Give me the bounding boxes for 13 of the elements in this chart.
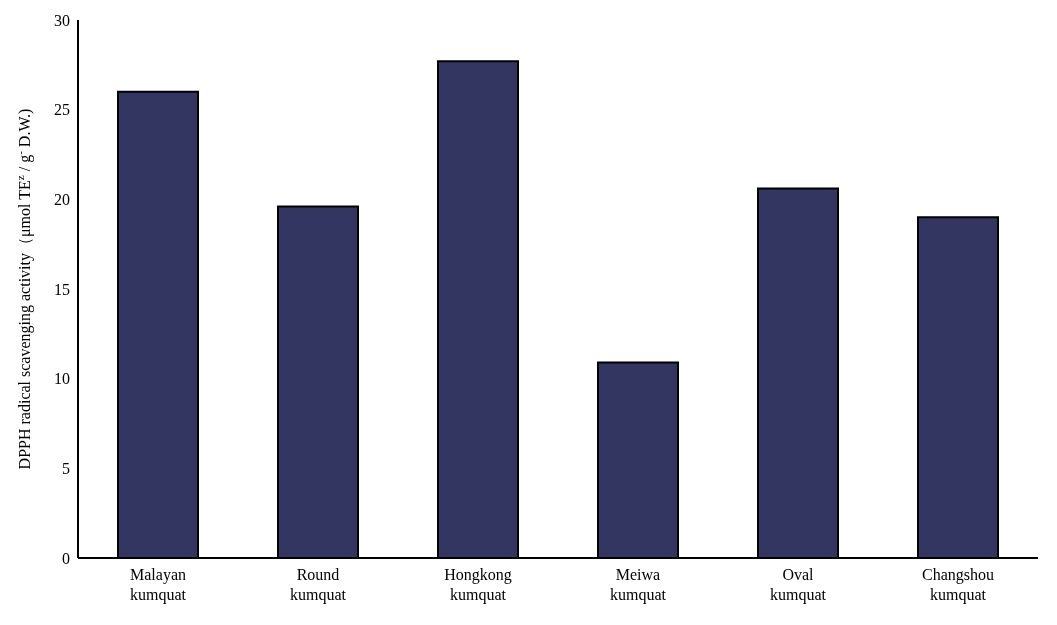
x-tick-label: Malayan kumquat [130,566,187,604]
y-tick-label: 10 [54,370,70,388]
x-tick-label: Hongkong kumquat [444,566,512,604]
x-tick-label: Oval kumquat [770,566,827,604]
y-tick-label: 15 [54,280,70,298]
y-tick-label: 0 [62,549,70,567]
x-tick-label: Meiwa kumquat [610,566,667,604]
x-tick-label: Changshou kumquat [922,566,994,604]
y-tick-label: 25 [54,101,70,119]
x-tick-label: Round kumquat [290,566,347,604]
y-tick-label: 5 [62,460,70,478]
y-tick-label: 20 [54,191,70,209]
y-tick-label: 30 [54,11,70,29]
